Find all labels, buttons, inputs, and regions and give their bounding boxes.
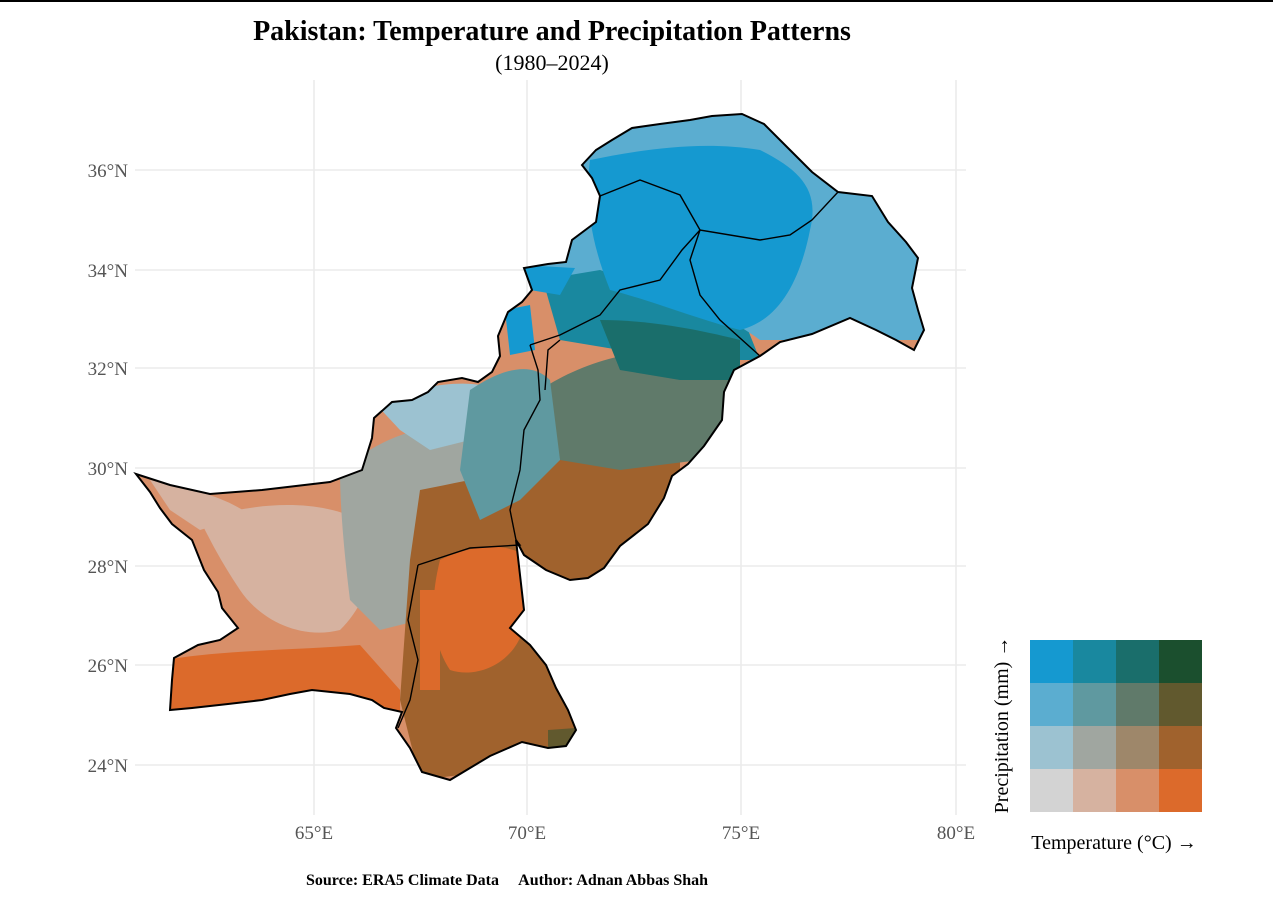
lat-tick-label: 24°N [88,756,129,777]
latitude-labels: 36°N 34°N 32°N 30°N 28°N 26°N 24°N [88,161,129,777]
zone-warm-very-high-precip [600,320,740,380]
zone-cold-very-high-precip [505,305,535,355]
zone-cold-very-high-precip [520,265,575,295]
zone-mild-mid-precip [340,427,480,630]
legend-cell [1116,726,1159,769]
province-boundaries [397,179,839,729]
legend-cell [1116,640,1159,683]
lon-tick-label: 70°E [508,823,546,844]
legend-cell [1073,726,1116,769]
legend-cell [1073,683,1116,726]
lat-tick-label: 32°N [88,359,129,380]
legend-cell [1073,640,1116,683]
lat-tick-label: 34°N [88,261,129,282]
legend-cell [1159,683,1202,726]
source-credit: Source: ERA5 Climate Data [306,872,500,889]
lat-tick-label: 36°N [88,161,129,182]
chart-subtitle: (1980–2024) [495,50,609,75]
zone-very-hot-low-precip [433,546,530,673]
legend-cell [1030,640,1073,683]
zone-mild-high-precip [460,369,560,520]
legend-cell [1159,640,1202,683]
caption: Source: ERA5 Climate Data Author: Adnan … [306,872,708,890]
legend-y-label: Precipitation (mm) → [991,637,1013,814]
longitude-labels: 65°E 70°E 75°E 80°E [295,823,975,844]
climate-zones [136,114,924,780]
legend-cell [1030,683,1073,726]
zone-very-hot-low-precip [420,590,440,690]
legend-grid [1030,640,1202,812]
lat-tick-label: 28°N [88,557,129,578]
lat-tick-label: 26°N [88,656,129,677]
legend-cell [1030,769,1073,812]
zone-mild-low-precip [150,480,250,530]
top-border-line [0,0,1273,2]
legend-cell [1030,726,1073,769]
legend-cell [1116,769,1159,812]
zone-mild-low-precip [200,505,371,633]
legend-cell [1116,683,1159,726]
zone-very-hot-low-precip [160,645,400,720]
lon-tick-label: 65°E [295,823,333,844]
bivariate-legend: Temperature (°C) → Precipitation (mm) → [991,637,1202,854]
lat-tick-label: 30°N [88,459,129,480]
author-credit: Author: Adnan Abbas Shah [518,872,709,889]
lon-tick-label: 75°E [722,823,760,844]
lon-tick-label: 80°E [937,823,975,844]
legend-cell [1073,769,1116,812]
legend-x-label: Temperature (°C) → [1031,832,1196,854]
legend-cell [1159,769,1202,812]
chart-title: Pakistan: Temperature and Precipitation … [253,16,851,47]
legend-cell [1159,726,1202,769]
